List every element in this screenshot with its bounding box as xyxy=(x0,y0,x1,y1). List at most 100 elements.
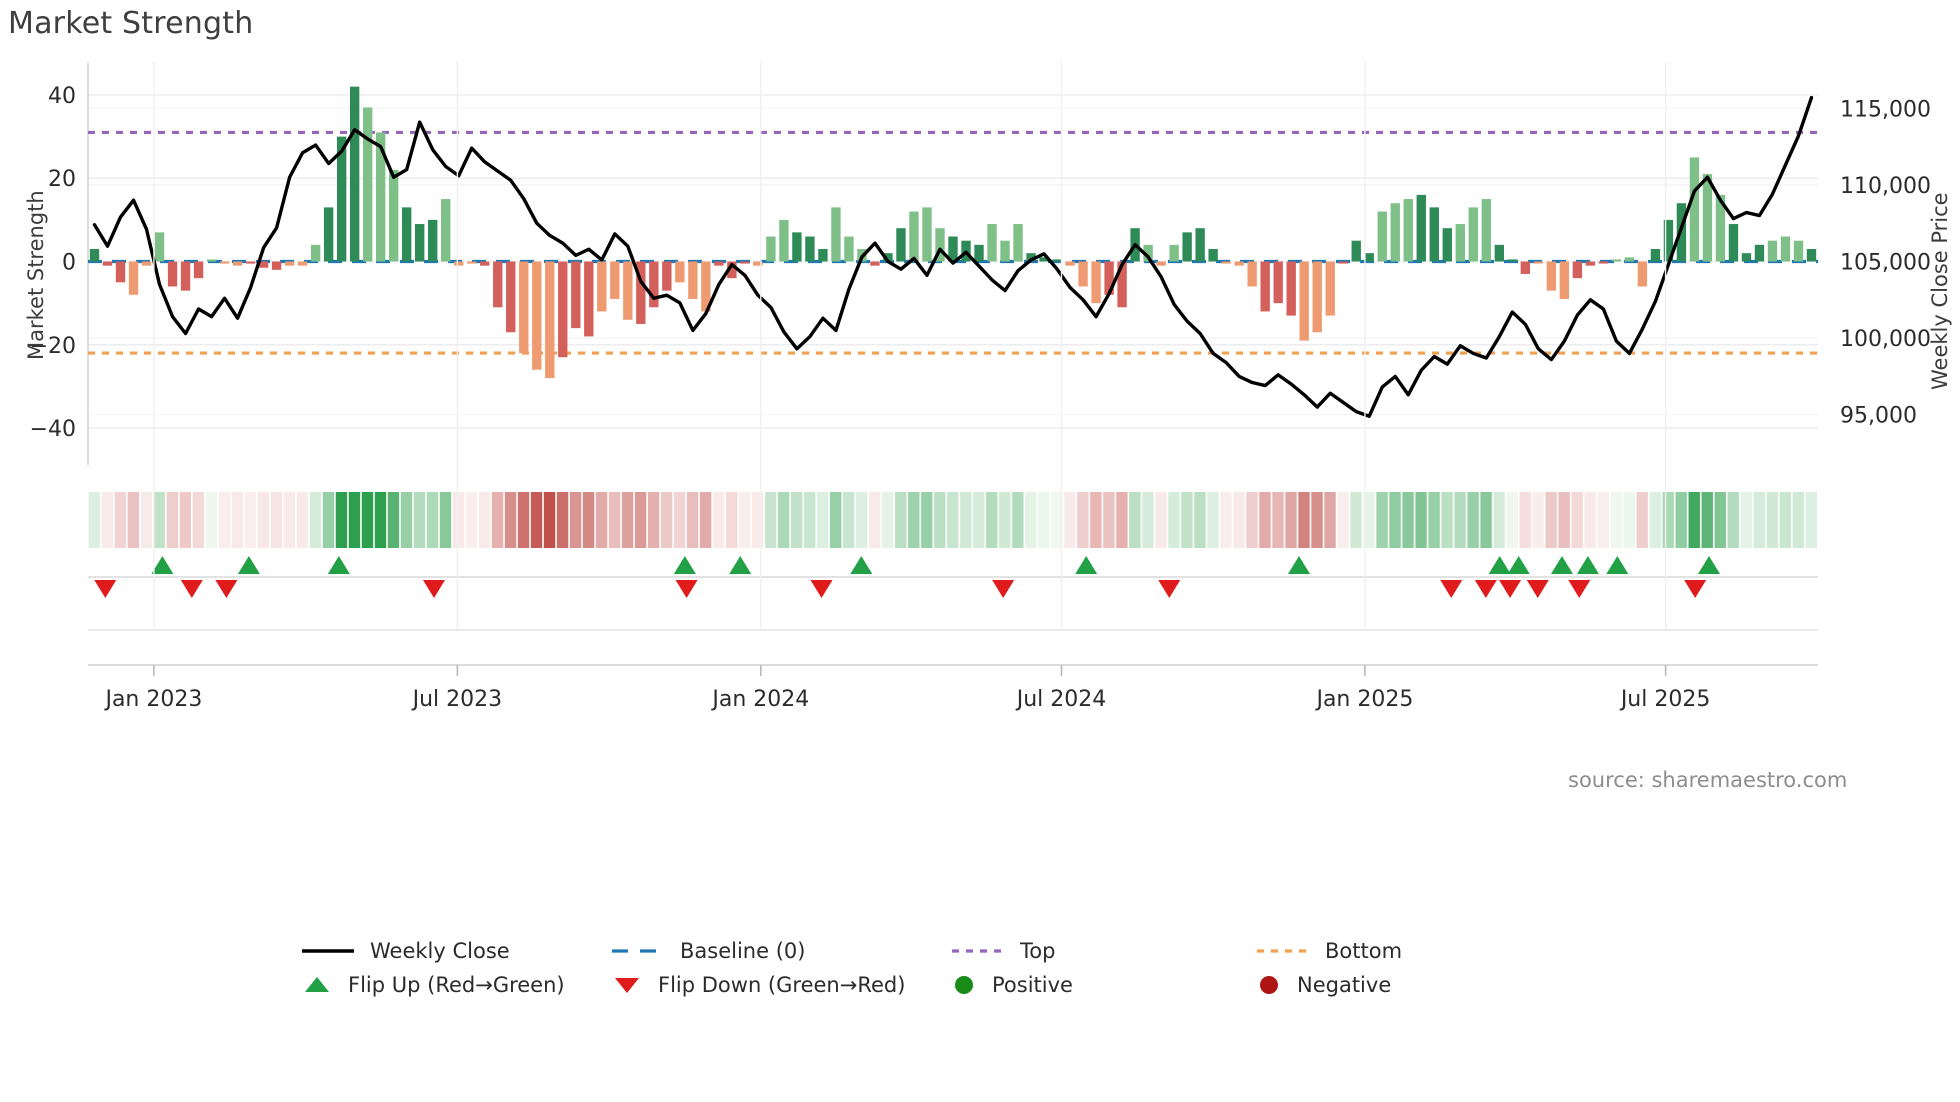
bar xyxy=(1234,261,1244,266)
heatmap-cell xyxy=(1259,492,1271,548)
bar xyxy=(909,211,919,262)
heatmap-cell xyxy=(1636,492,1648,548)
bar xyxy=(1754,244,1765,262)
heatmap-cell xyxy=(1272,492,1284,548)
bar xyxy=(1039,257,1049,262)
heatmap-cell xyxy=(1233,492,1245,548)
bar xyxy=(1221,261,1231,264)
bar xyxy=(1377,211,1387,262)
heatmap-cell xyxy=(1090,492,1102,548)
bar xyxy=(1611,259,1622,262)
flip-up-marker xyxy=(1698,556,1721,574)
bar xyxy=(206,259,217,262)
bar xyxy=(1286,261,1296,316)
heatmap-cell xyxy=(843,492,855,548)
bar xyxy=(1494,244,1504,262)
flip-down-marker xyxy=(810,580,833,598)
heatmap-cell xyxy=(882,492,894,548)
bar xyxy=(1663,219,1674,262)
bar xyxy=(844,236,854,262)
heatmap-cell xyxy=(426,492,439,548)
legend-item-top[interactable]: Top xyxy=(950,939,1055,963)
y-tick-label: −20 xyxy=(30,334,76,359)
heatmap-cell xyxy=(491,492,504,548)
bar xyxy=(1780,236,1791,262)
legend-label: Flip Down (Green→Red) xyxy=(658,973,906,997)
x-tick-label: Jan 2023 xyxy=(103,687,202,712)
bar xyxy=(1455,224,1465,262)
x-tick-label: Jul 2024 xyxy=(1015,687,1107,712)
bar xyxy=(1533,261,1544,264)
legend-item-negative[interactable]: Negative xyxy=(1255,973,1391,997)
bar xyxy=(1156,261,1166,266)
bar xyxy=(1481,199,1491,262)
heatmap-cell xyxy=(1194,492,1206,548)
flip-up-marker xyxy=(237,556,260,574)
bar xyxy=(180,261,191,291)
flip-up-marker xyxy=(850,556,873,574)
bar xyxy=(388,169,399,262)
legend-item-weekly-close[interactable]: Weekly Close xyxy=(300,939,510,963)
flip-down-marker xyxy=(180,580,203,598)
bar xyxy=(753,261,763,266)
heatmap-cell xyxy=(1376,492,1388,548)
heatmap-cell xyxy=(947,492,959,548)
bar xyxy=(1364,253,1374,262)
heatmap-cell xyxy=(1168,492,1180,548)
triangle-down-icon xyxy=(615,978,639,993)
heatmap-cell xyxy=(1363,492,1375,548)
bar xyxy=(1793,240,1804,262)
heatmap-cell xyxy=(1103,492,1115,548)
heatmap-cell xyxy=(1623,492,1635,548)
bar xyxy=(128,261,139,295)
bar xyxy=(1689,157,1700,262)
heatmap-cell xyxy=(1142,492,1154,548)
heatmap-cell xyxy=(1558,492,1570,548)
heatmap-cell xyxy=(725,492,738,548)
legend-item-bottom[interactable]: Bottom xyxy=(1255,939,1402,963)
legend-dotted-line-icon xyxy=(952,949,1004,953)
heatmap-cell xyxy=(1779,492,1791,548)
heatmap-cell xyxy=(1519,492,1531,548)
heatmap-cell xyxy=(1311,492,1323,548)
heatmap-cell xyxy=(1480,492,1492,548)
legend-item-flip-up-red-green[interactable]: Flip Up (Red→Green) xyxy=(300,973,565,997)
bar xyxy=(1559,261,1570,299)
heatmap-cell xyxy=(88,492,101,548)
heatmap-cell xyxy=(569,492,582,548)
legend-item-positive[interactable]: Positive xyxy=(950,973,1073,997)
bar xyxy=(1247,261,1257,287)
bar xyxy=(467,261,477,264)
bar xyxy=(1260,261,1270,312)
heatmap-cell xyxy=(1012,492,1024,548)
legend-item-baseline-0[interactable]: Baseline (0) xyxy=(610,939,805,963)
bar xyxy=(740,261,750,264)
bar xyxy=(818,249,828,262)
bar xyxy=(1000,240,1010,262)
heatmap-cell xyxy=(999,492,1011,548)
legend-label: Weekly Close xyxy=(370,939,510,963)
legend-item-flip-down-green-red[interactable]: Flip Down (Green→Red) xyxy=(610,973,905,997)
heatmap-cell xyxy=(192,492,205,548)
heatmap-cell xyxy=(1350,492,1362,548)
heatmap-cell xyxy=(908,492,920,548)
strength-bars xyxy=(89,86,1817,379)
heatmap-cell xyxy=(1610,492,1622,548)
bar xyxy=(922,207,932,262)
bar xyxy=(1078,261,1088,287)
heatmap-cell xyxy=(1077,492,1089,548)
bar xyxy=(1325,261,1335,316)
bar xyxy=(1104,261,1114,295)
bar xyxy=(766,236,776,262)
legend-dotted-line-icon xyxy=(1257,949,1309,953)
heatmap-cell xyxy=(413,492,426,548)
flip-up-marker xyxy=(673,556,696,574)
heatmap-cell xyxy=(140,492,153,548)
bar xyxy=(1650,249,1661,262)
heatmap-cell xyxy=(777,492,790,548)
heatmap-cell xyxy=(1597,492,1609,548)
legend-label: Baseline (0) xyxy=(680,939,806,963)
bar xyxy=(610,261,620,299)
heatmap-cell xyxy=(804,492,816,548)
